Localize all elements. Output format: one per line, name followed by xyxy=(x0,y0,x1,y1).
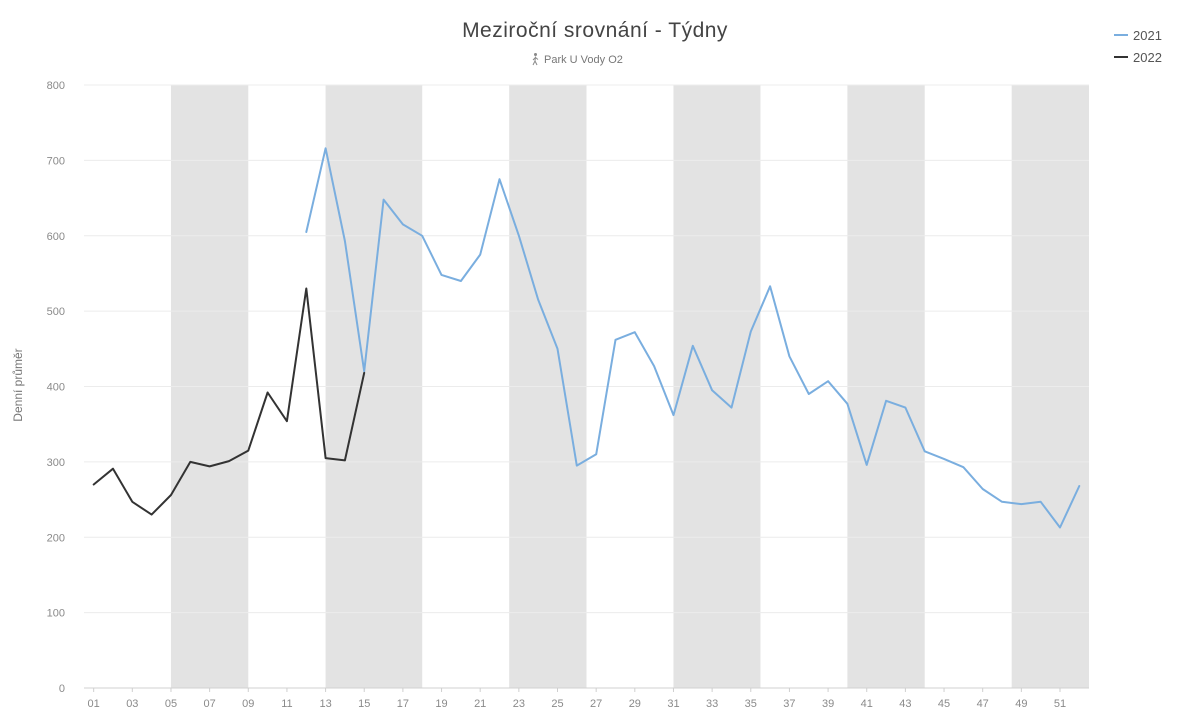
x-tick-label: 31 xyxy=(667,698,679,710)
x-tick-label: 15 xyxy=(358,698,370,710)
series-lines xyxy=(92,147,1081,529)
y-tick-label: 500 xyxy=(47,306,65,318)
y-tick-label: 100 xyxy=(47,608,65,620)
x-tick-label: 13 xyxy=(319,698,331,710)
y-axis-ticks: 0 100 200 300 400 500 600 700 800 xyxy=(47,80,65,695)
x-tick-label: 21 xyxy=(474,698,486,710)
x-tick-label: 25 xyxy=(551,698,563,710)
y-tick-label: 700 xyxy=(47,155,65,167)
x-tick-label: 19 xyxy=(435,698,447,710)
x-tick-label: 17 xyxy=(397,698,409,710)
x-tick-label: 39 xyxy=(822,698,834,710)
x-tick-label: 51 xyxy=(1054,698,1066,710)
walking-person-icon xyxy=(532,53,539,66)
y-tick-label: 800 xyxy=(47,80,65,92)
legend: 2021 2022 xyxy=(1114,28,1162,65)
x-tick-label: 45 xyxy=(938,698,950,710)
x-tick-label: 03 xyxy=(126,698,138,710)
x-tick-label: 41 xyxy=(861,698,873,710)
legend-label: 2021 xyxy=(1133,28,1162,43)
x-tick-label: 29 xyxy=(629,698,641,710)
x-tick-label: 11 xyxy=(281,698,292,710)
chart-title: Meziroční srovnání - Týdny xyxy=(462,19,728,42)
legend-label: 2022 xyxy=(1133,50,1162,65)
x-tick-label: 09 xyxy=(242,698,254,710)
x-tick-label: 07 xyxy=(204,698,216,710)
x-tick-label: 49 xyxy=(1015,698,1027,710)
x-tick-label: 27 xyxy=(590,698,602,710)
x-tick-label: 47 xyxy=(977,698,989,710)
x-tick-label: 37 xyxy=(783,698,795,710)
y-axis-label: Denní průměr xyxy=(11,348,25,421)
gridlines xyxy=(84,84,1089,689)
x-tick-label: 05 xyxy=(165,698,177,710)
x-axis-ticks: 01 03 05 07 09 11 13 15 17 19 21 23 25 27 29 31 33 35 37 39… xyxy=(88,688,1066,710)
y-tick-label: 0 xyxy=(59,683,65,695)
y-tick-label: 400 xyxy=(47,382,65,394)
x-tick-label: 35 xyxy=(745,698,757,710)
series-line-2021 xyxy=(305,147,1081,529)
x-tick-label: 33 xyxy=(706,698,718,710)
x-tick-label: 01 xyxy=(88,698,100,710)
series-line-2022 xyxy=(92,287,366,516)
y-tick-label: 200 xyxy=(47,532,65,544)
x-tick-label: 43 xyxy=(899,698,911,710)
y-tick-label: 600 xyxy=(47,231,65,243)
x-tick-label: 23 xyxy=(513,698,525,710)
subtitle-group: Park U Vody O2 xyxy=(532,53,623,66)
y-tick-label: 300 xyxy=(47,457,65,469)
chart-subtitle: Park U Vody O2 xyxy=(544,54,623,66)
